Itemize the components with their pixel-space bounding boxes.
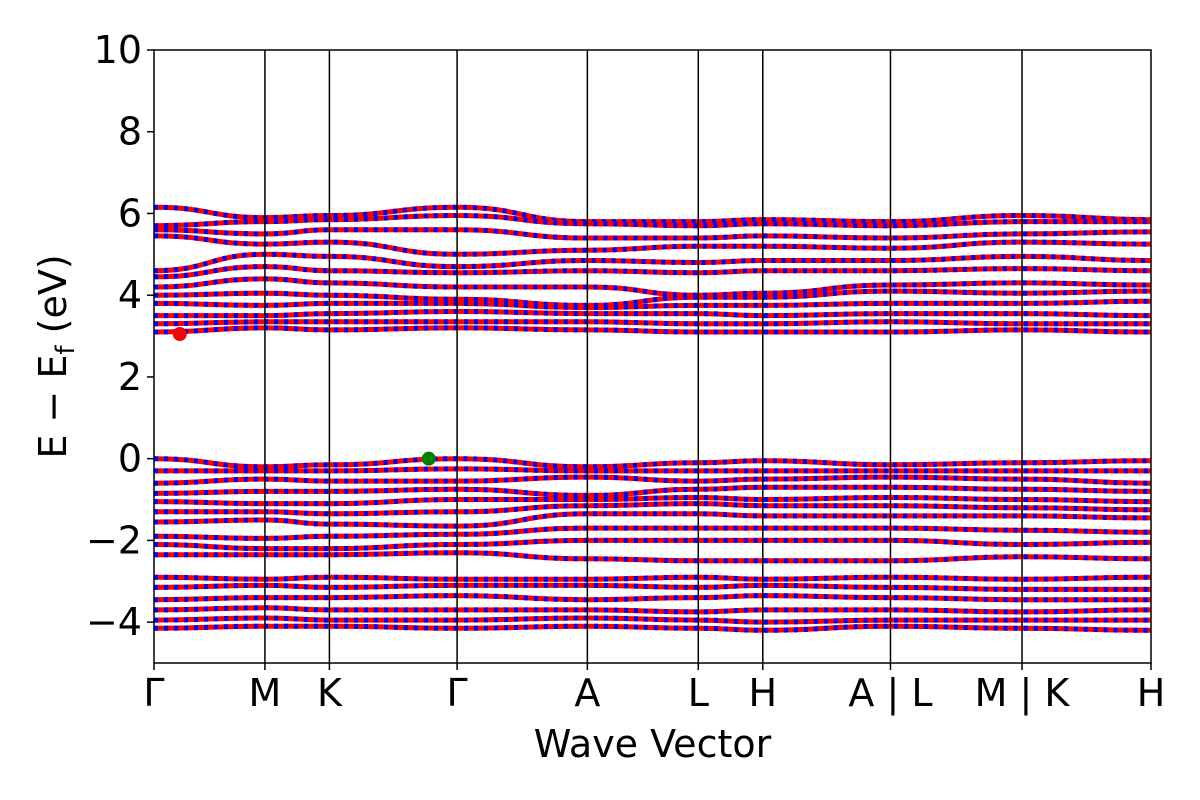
band-line-spin-up (153, 319, 1151, 327)
band-line-spin-up (153, 593, 1151, 603)
band-line-spin-up (153, 484, 1152, 498)
band-line-spin-down (153, 227, 1152, 241)
band-line-spin-down (153, 288, 1152, 308)
band-line-spin-down (153, 325, 1152, 335)
band-line-spin-down (154, 466, 1151, 474)
y-tick-label: −2 (86, 518, 142, 562)
x-tick-label: K (317, 671, 343, 715)
kpoint-divider-lines (264, 50, 1023, 663)
band-line-spin-up (153, 574, 1152, 582)
band-line-spin-down (153, 615, 1151, 625)
band-line-spin-up (153, 474, 1152, 486)
y-axis-ticks: 10 8 6 4 2 0 −2 −4 (86, 28, 154, 644)
y-tick-label: 4 (118, 273, 142, 317)
x-tick-label: M (249, 671, 282, 715)
x-tick-label: M | K (975, 671, 1071, 716)
y-tick-label: 2 (118, 355, 142, 399)
band-line-spin-down (153, 298, 1152, 311)
band-line-spin-up (154, 550, 1152, 564)
band-line-spin-up (154, 308, 1152, 319)
band-line-spin-down (153, 319, 1151, 327)
band-line-spin-down (153, 623, 1152, 633)
band-line-spin-down (153, 204, 1152, 225)
band-line-spin-down (154, 550, 1152, 564)
x-tick-label: Γ (447, 671, 468, 715)
band-line-spin-down (154, 501, 1152, 517)
band-line-spin-up (154, 466, 1151, 474)
band-line-spin-down (153, 494, 1152, 507)
y-tick-label: 10 (94, 28, 142, 72)
x-tick-label: L (688, 671, 709, 715)
band-line-spin-down (153, 276, 1152, 298)
band-line-spin-up (153, 605, 1152, 615)
band-line-spin-up (153, 227, 1152, 241)
band-line-spin-down (154, 308, 1152, 319)
band-line-spin-up (153, 582, 1151, 592)
band-line-spin-down (153, 593, 1151, 603)
valence-band-maximum-marker (421, 451, 436, 466)
band-line-spin-down (153, 511, 1152, 529)
band-line-spin-down (153, 474, 1152, 486)
band-line-spin-down (153, 484, 1152, 498)
band-lines (153, 204, 1152, 633)
conduction-band-minimum-marker (172, 327, 187, 342)
x-tick-label: H (748, 671, 777, 715)
x-tick-label: H (1137, 671, 1166, 715)
band-line-spin-up (153, 537, 1152, 552)
extrema-markers (172, 327, 436, 466)
band-line-spin-down (153, 537, 1152, 552)
band-line-spin-down (153, 212, 1151, 229)
band-line-spin-down (153, 456, 1152, 470)
band-line-spin-up (153, 525, 1152, 541)
band-line-spin-down (153, 605, 1152, 615)
x-axis-label: Wave Vector (534, 722, 772, 766)
plot-frame (153, 49, 1152, 664)
band-line-spin-down (153, 574, 1152, 582)
y-axis-label-subscript: f (51, 345, 81, 355)
y-axis-label: E − Ef (eV) (31, 254, 81, 458)
y-axis-label-unit: (eV) (31, 254, 75, 333)
x-tick-label: Γ (143, 671, 164, 715)
x-tick-label: A | L (848, 671, 932, 716)
band-line-spin-down (153, 582, 1151, 592)
band-line-spin-down (153, 525, 1152, 541)
y-axis-label-main: E − E (31, 355, 75, 459)
band-line-spin-down (153, 264, 1152, 280)
band-line-spin-down (153, 233, 1152, 257)
band-line-spin-up (153, 325, 1152, 335)
y-tick-label: 6 (118, 191, 142, 235)
y-tick-label: 0 (118, 437, 142, 481)
band-line-spin-down (153, 251, 1152, 274)
x-tick-label: A (574, 671, 600, 715)
band-line-spin-up (153, 615, 1151, 625)
y-tick-label: 8 (118, 110, 142, 154)
band-line-spin-up (153, 623, 1152, 633)
y-tick-label: −4 (86, 600, 142, 644)
